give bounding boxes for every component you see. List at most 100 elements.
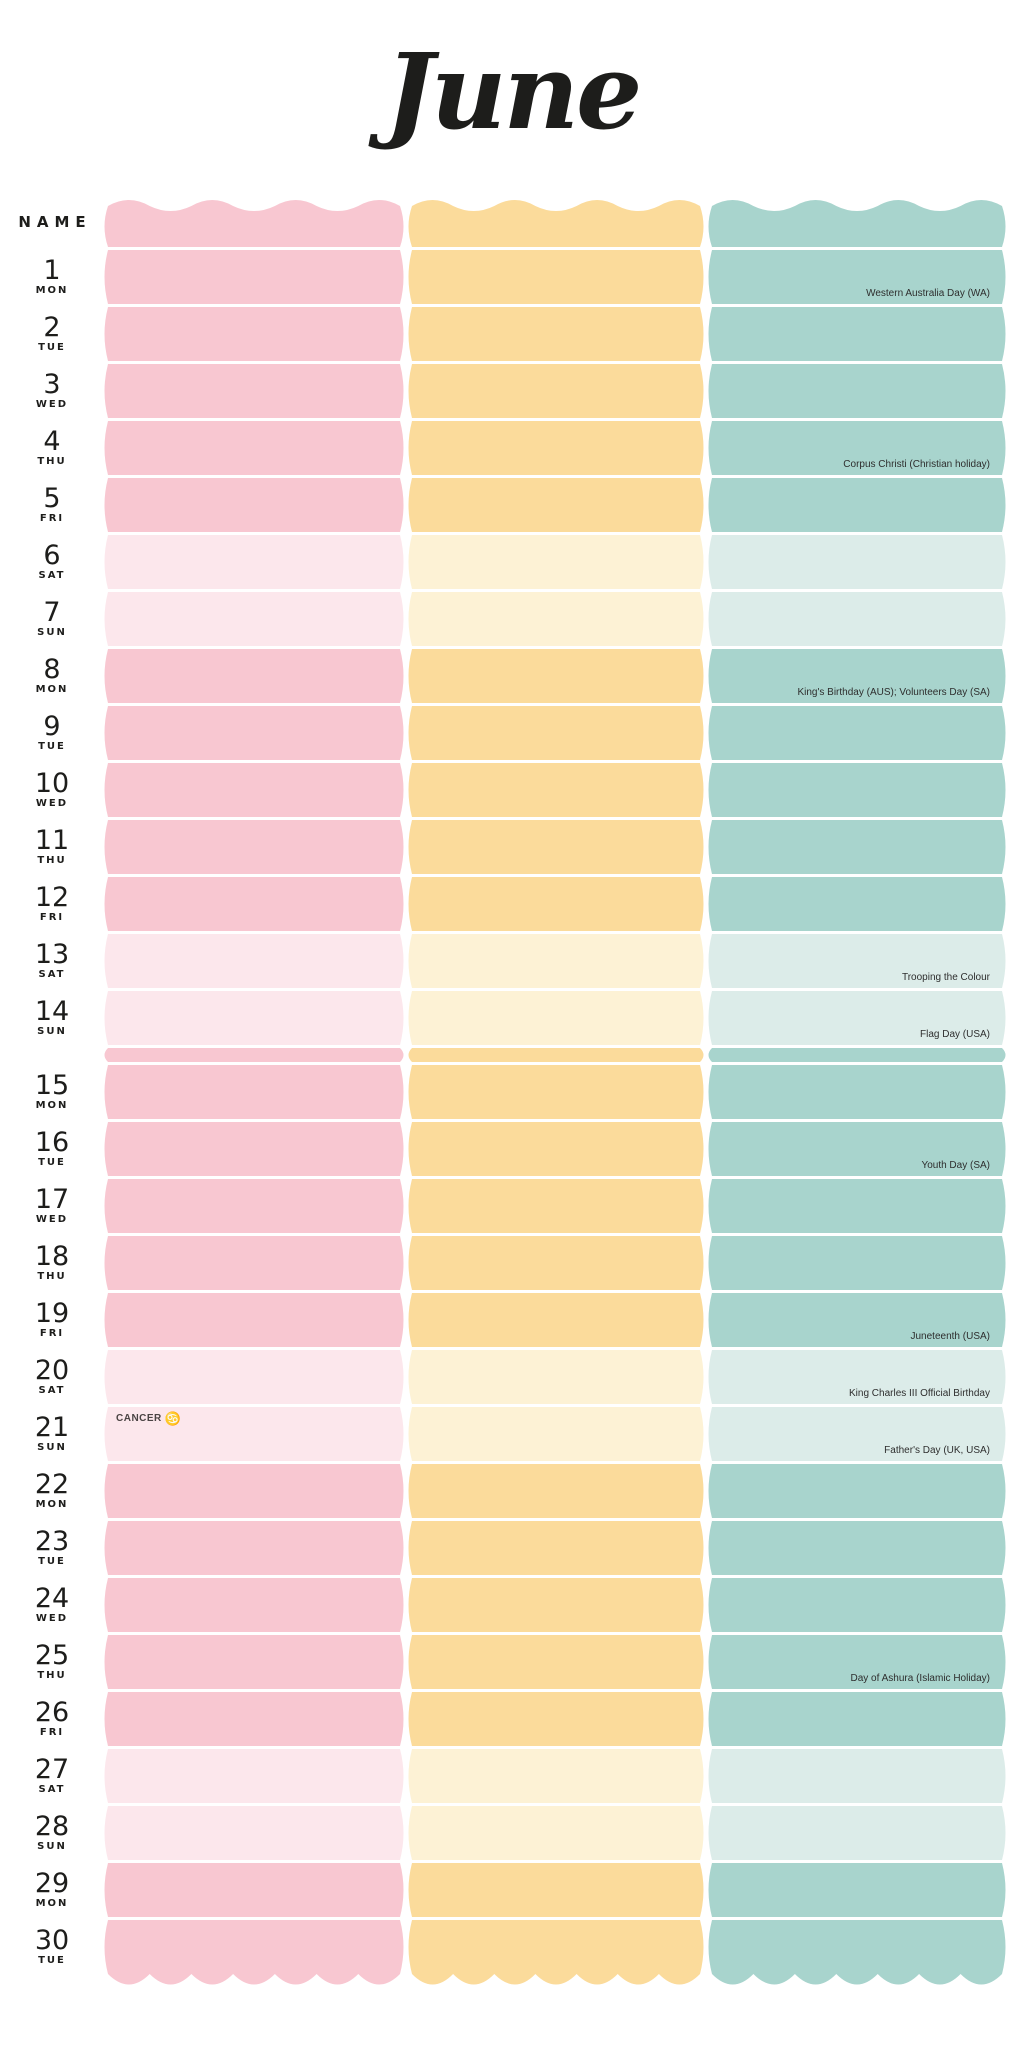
cell-pink-day-10: [104, 763, 404, 817]
cell-teal-spacer: [708, 1048, 1006, 1062]
day-row-19: 19 FRI Juneteenth (USA): [4, 1293, 1006, 1347]
day-row-1: 1 MON Western Australia Day (WA): [4, 250, 1006, 304]
cell-yellow-day-4: [408, 421, 704, 475]
cell-shape-yellow: [408, 1350, 704, 1404]
cell-pink-day-28: [104, 1806, 404, 1860]
day-label-8: 8 MON: [4, 649, 100, 703]
cell-shape-pink: [104, 1293, 404, 1347]
day-label-10: 10 WED: [4, 763, 100, 817]
day-label-16: 16 TUE: [4, 1122, 100, 1176]
cell-shape-pink: [104, 592, 404, 646]
day-label-21: 21 SUN: [4, 1407, 100, 1461]
cell-shape-teal: [708, 1065, 1006, 1119]
day-row-26: 26 FRI: [4, 1692, 1006, 1746]
day-label-30: 30 TUE: [4, 1920, 100, 1974]
cell-teal-day-2: [708, 307, 1006, 361]
cell-teal-day-26: [708, 1692, 1006, 1746]
cell-pink-day-1: [104, 250, 404, 304]
day-row-21: 21 SUN CANCER ♋ Father's Day (UK, USA): [4, 1407, 1006, 1461]
cell-pink-day-21: CANCER ♋: [104, 1407, 404, 1461]
cell-teal-day-5: [708, 478, 1006, 532]
cell-yellow-day-6: [408, 535, 704, 589]
cell-shape-teal: [708, 1692, 1006, 1746]
cell-shape-pink: [104, 1863, 404, 1917]
day-number: 17: [34, 1184, 70, 1215]
day-label-6: 6 SAT: [4, 535, 100, 589]
day-number: 22: [34, 1469, 70, 1500]
day-label-7: 7 SUN: [4, 592, 100, 646]
holiday-label: King's Birthday (AUS); Volunteers Day (S…: [797, 687, 990, 698]
cell-shape-yellow: [408, 877, 704, 931]
cell-shape-teal: [708, 1293, 1006, 1347]
cell-teal-day-4: Corpus Christi (Christian holiday): [708, 421, 1006, 475]
cell-yellow-day-22: [408, 1464, 704, 1518]
cell-yellow-day-28: [408, 1806, 704, 1860]
day-number: 12: [34, 882, 70, 913]
cell-teal-day-28: [708, 1806, 1006, 1860]
cell-teal-day-18: [708, 1236, 1006, 1290]
cell-shape-teal: [708, 1578, 1006, 1632]
cell-yellow-day-16: [408, 1122, 704, 1176]
day-weekday: THU: [37, 456, 67, 467]
cell-teal-day-12: [708, 877, 1006, 931]
cell-shape-teal: [708, 934, 1006, 988]
day-label-15: 15 MON: [4, 1065, 100, 1119]
cell-shape-teal: [708, 1179, 1006, 1233]
day-row-23: 23 TUE: [4, 1521, 1006, 1575]
day-weekday: THU: [37, 1670, 67, 1681]
holiday-label: Trooping the Colour: [901, 972, 990, 983]
cell-shape-pink: [104, 1048, 404, 1062]
day-weekday: WED: [35, 1613, 69, 1624]
day-number: 13: [34, 939, 70, 970]
cell-shape-pink: [104, 1407, 404, 1461]
cell-shape-pink: [104, 649, 404, 703]
day-weekday: MON: [35, 285, 69, 296]
cell-pink-day-2: [104, 307, 404, 361]
day-row-17: 17 WED: [4, 1179, 1006, 1233]
cell-shape-pink: [104, 1236, 404, 1290]
cell-teal-day-7: [708, 592, 1006, 646]
cell-shape-yellow: [408, 592, 704, 646]
day-row-27: 27 SAT: [4, 1749, 1006, 1803]
zodiac-label: CANCER: [116, 1413, 162, 1424]
cell-shape-yellow: [408, 1578, 704, 1632]
day-number: 7: [43, 597, 61, 628]
cell-shape-teal: [708, 820, 1006, 874]
day-row-9: 9 TUE: [4, 706, 1006, 760]
cell-pink-spacer: [104, 1048, 404, 1062]
cell-teal-day-20: King Charles III Official Birthday: [708, 1350, 1006, 1404]
day-label-23: 23 TUE: [4, 1521, 100, 1575]
day-weekday: TUE: [38, 1157, 66, 1168]
cell-shape-yellow: [408, 1293, 704, 1347]
day-number: 25: [34, 1640, 70, 1671]
day-row-24: 24 WED: [4, 1578, 1006, 1632]
cell-shape-yellow: [408, 1920, 704, 1985]
day-row-13: 13 SAT Trooping the Colour: [4, 934, 1006, 988]
cell-shape-teal: [708, 1350, 1006, 1404]
cell-pink-day-29: [104, 1863, 404, 1917]
day-number: 28: [34, 1811, 70, 1842]
cell-shape-teal: [708, 649, 1006, 703]
cell-shape-pink: [104, 1065, 404, 1119]
day-number: 10: [34, 768, 70, 799]
holiday-label: Corpus Christi (Christian holiday): [843, 459, 990, 470]
cell-teal-day-14: Flag Day (USA): [708, 991, 1006, 1045]
day-number: 1: [43, 255, 61, 286]
day-label-2: 2 TUE: [4, 307, 100, 361]
cell-shape-pink: [104, 763, 404, 817]
cell-shape-yellow: [408, 1065, 704, 1119]
day-number: 29: [34, 1868, 70, 1899]
cell-shape-teal: [708, 1635, 1006, 1689]
cell-shape-teal: [708, 877, 1006, 931]
cell-shape-yellow: [408, 1407, 704, 1461]
day-number: 24: [34, 1583, 70, 1614]
day-row-3: 3 WED: [4, 364, 1006, 418]
cell-shape-yellow: [408, 1236, 704, 1290]
cell-teal-day-29: [708, 1863, 1006, 1917]
day-row-16: 16 TUE Youth Day (SA): [4, 1122, 1006, 1176]
day-label-26: 26 FRI: [4, 1692, 100, 1746]
day-row-18: 18 THU: [4, 1236, 1006, 1290]
cell-pink-day-23: [104, 1521, 404, 1575]
cell-yellow-day-17: [408, 1179, 704, 1233]
